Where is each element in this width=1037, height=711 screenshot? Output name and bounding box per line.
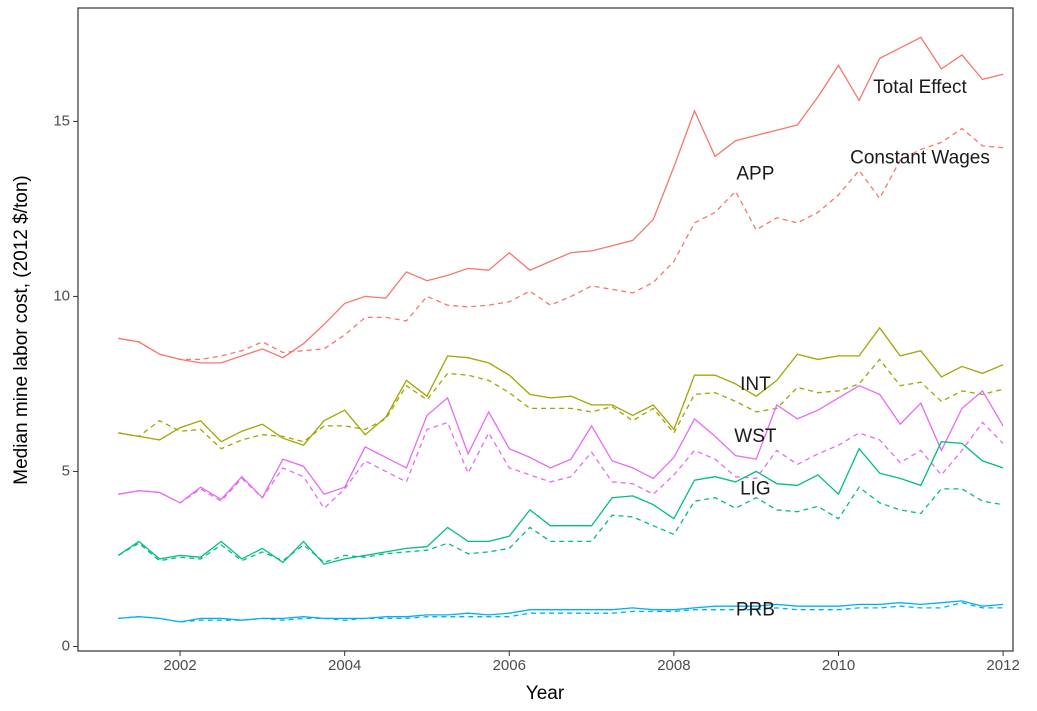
panel-border bbox=[77, 7, 1014, 652]
x-axis-title: Year bbox=[526, 683, 565, 704]
series-line bbox=[118, 384, 1004, 504]
x-tick-label: 2002 bbox=[163, 657, 196, 674]
annotation: Total Effect bbox=[873, 77, 967, 98]
annotation: PRB bbox=[736, 599, 775, 620]
y-tick-label: 15 bbox=[53, 112, 70, 129]
series-line bbox=[118, 326, 1004, 446]
x-tick-label: 2010 bbox=[822, 657, 855, 674]
y-tick-label: 10 bbox=[53, 287, 70, 304]
series-line bbox=[118, 602, 1004, 623]
x-tick-label: 2006 bbox=[493, 657, 526, 674]
y-tick-label: 0 bbox=[62, 637, 70, 654]
annotation: INT bbox=[740, 374, 771, 395]
x-tick-label: 2008 bbox=[657, 657, 690, 674]
x-tick-label: 2012 bbox=[986, 657, 1019, 674]
series-line bbox=[118, 358, 1004, 450]
annotation: Constant Wages bbox=[850, 148, 990, 169]
series-line bbox=[117, 486, 1004, 564]
annotation: LIG bbox=[740, 478, 771, 499]
y-tick-label: 5 bbox=[62, 462, 70, 479]
x-tick-label: 2004 bbox=[328, 657, 361, 674]
series-line bbox=[117, 441, 1004, 565]
y-axis-title: Median mine labor cost, (2012 $/ton) bbox=[11, 175, 32, 484]
annotation: APP bbox=[736, 164, 774, 185]
series-line bbox=[118, 36, 1004, 364]
annotation: WST bbox=[734, 426, 777, 447]
series-line bbox=[118, 127, 1004, 361]
series-line bbox=[118, 600, 1004, 623]
series-line bbox=[118, 421, 1004, 510]
